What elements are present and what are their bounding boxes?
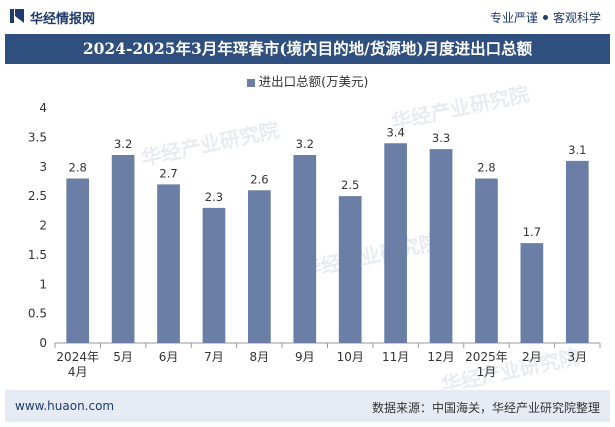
x-tick-label: 7月: [204, 350, 224, 364]
y-tick-label: 0: [39, 336, 47, 350]
slogan-left: 专业严谨: [489, 11, 538, 25]
x-tick-label-line: 3月: [567, 350, 587, 364]
bar: [202, 207, 226, 343]
x-tick-label-line: 9月: [295, 350, 315, 364]
x-tick-label-line: 10月: [337, 350, 364, 364]
top-bar: 华经情报网 专业严谨 客观科学: [0, 0, 615, 34]
y-tick-label: 2.5: [28, 189, 47, 203]
y-tick-label: 0.5: [28, 307, 47, 321]
dot-separator-icon: [542, 15, 548, 20]
x-tick-label-line: 4月: [68, 365, 88, 379]
x-tick-label-line: 2024年: [56, 350, 99, 364]
x-tick-label-line: 12月: [427, 350, 454, 364]
x-tick-label-line: 8月: [250, 350, 270, 364]
bar: [520, 243, 544, 343]
x-tick-label: 2024年 4月: [56, 350, 99, 379]
y-tick-label: 1: [39, 277, 47, 291]
chart-legend: 进出口总额(万美元): [0, 71, 615, 90]
brand-name: 华经情报网: [30, 12, 96, 27]
data-label: 3.2: [296, 137, 314, 151]
legend-swatch: [246, 78, 255, 87]
data-label: 3.3: [432, 131, 450, 145]
bar: [565, 160, 589, 343]
x-tick-label-line: 7月: [204, 350, 224, 364]
chart-title-bar: 2024-2025年3月年珲春市(境内目的地/货源地)月度进出口总额: [5, 34, 610, 64]
y-tick-label: 2: [39, 219, 47, 233]
logo-icon: [10, 9, 24, 23]
data-label: 3.4: [386, 125, 404, 139]
x-tick-label: 6月: [159, 350, 179, 364]
slogan: 专业严谨 客观科学: [490, 9, 601, 26]
data-label: 2.8: [69, 161, 87, 175]
data-source: 数据来源：中国海关，华经产业研究院整理: [371, 401, 600, 415]
chart-title: 2024-2025年3月年珲春市(境内目的地/货源地)月度进出口总额: [82, 39, 533, 58]
x-tick-label-line: 2025年: [465, 350, 508, 364]
data-label: 2.3: [205, 190, 223, 204]
x-tick-label: 10月: [337, 350, 364, 364]
bar: [429, 149, 453, 343]
slogan-right: 客观科学: [552, 11, 601, 25]
y-tick-label: 3.5: [28, 130, 47, 144]
data-label: 2.5: [341, 178, 359, 192]
bar: [475, 178, 498, 343]
x-tick-label: 2月: [522, 350, 542, 364]
x-tick-label: 11月: [382, 350, 409, 364]
bar: [293, 155, 317, 343]
data-label: 3.1: [568, 143, 586, 157]
footer-url[interactable]: www.huaon.com: [15, 399, 115, 413]
x-tick-label: 2025年 1月: [465, 350, 508, 379]
x-tick-label: 5月: [113, 350, 133, 364]
footer: www.huaon.com 数据来源：中国海关，华经产业研究院整理: [5, 390, 610, 422]
y-tick-label: 3: [39, 160, 47, 174]
y-tick-label: 4: [39, 101, 47, 115]
bar: [66, 178, 90, 343]
x-tick-label-line: 1月: [477, 365, 497, 379]
x-tick-label: 9月: [295, 350, 315, 364]
x-tick-label-line: 5月: [113, 350, 133, 364]
bar: [248, 190, 271, 343]
data-label: 2.7: [159, 166, 177, 180]
x-tick-label-line: 2月: [522, 350, 542, 364]
bar: [338, 196, 362, 343]
data-label: 3.2: [114, 137, 132, 151]
bar: [111, 155, 135, 343]
bar: [384, 143, 407, 343]
x-tick-label: 12月: [427, 350, 454, 364]
x-tick-label-line: 11月: [382, 350, 409, 364]
bar: [157, 184, 180, 343]
x-tick-label: 8月: [250, 350, 270, 364]
data-label: 2.8: [477, 161, 495, 175]
y-tick-label: 1.5: [28, 248, 47, 262]
x-tick-label: 3月: [567, 350, 587, 364]
data-label: 2.6: [250, 172, 268, 186]
data-label: 1.7: [523, 225, 541, 239]
bar-chart: 0 0.5 1 1.5 2 2.5 3 3.5 4 2.8 2024年 4月 3.2 5月 2.7 6月 2.3…: [28, 101, 601, 379]
x-tick-label-line: 6月: [159, 350, 179, 364]
legend-label: 进出口总额(万美元): [258, 74, 369, 89]
